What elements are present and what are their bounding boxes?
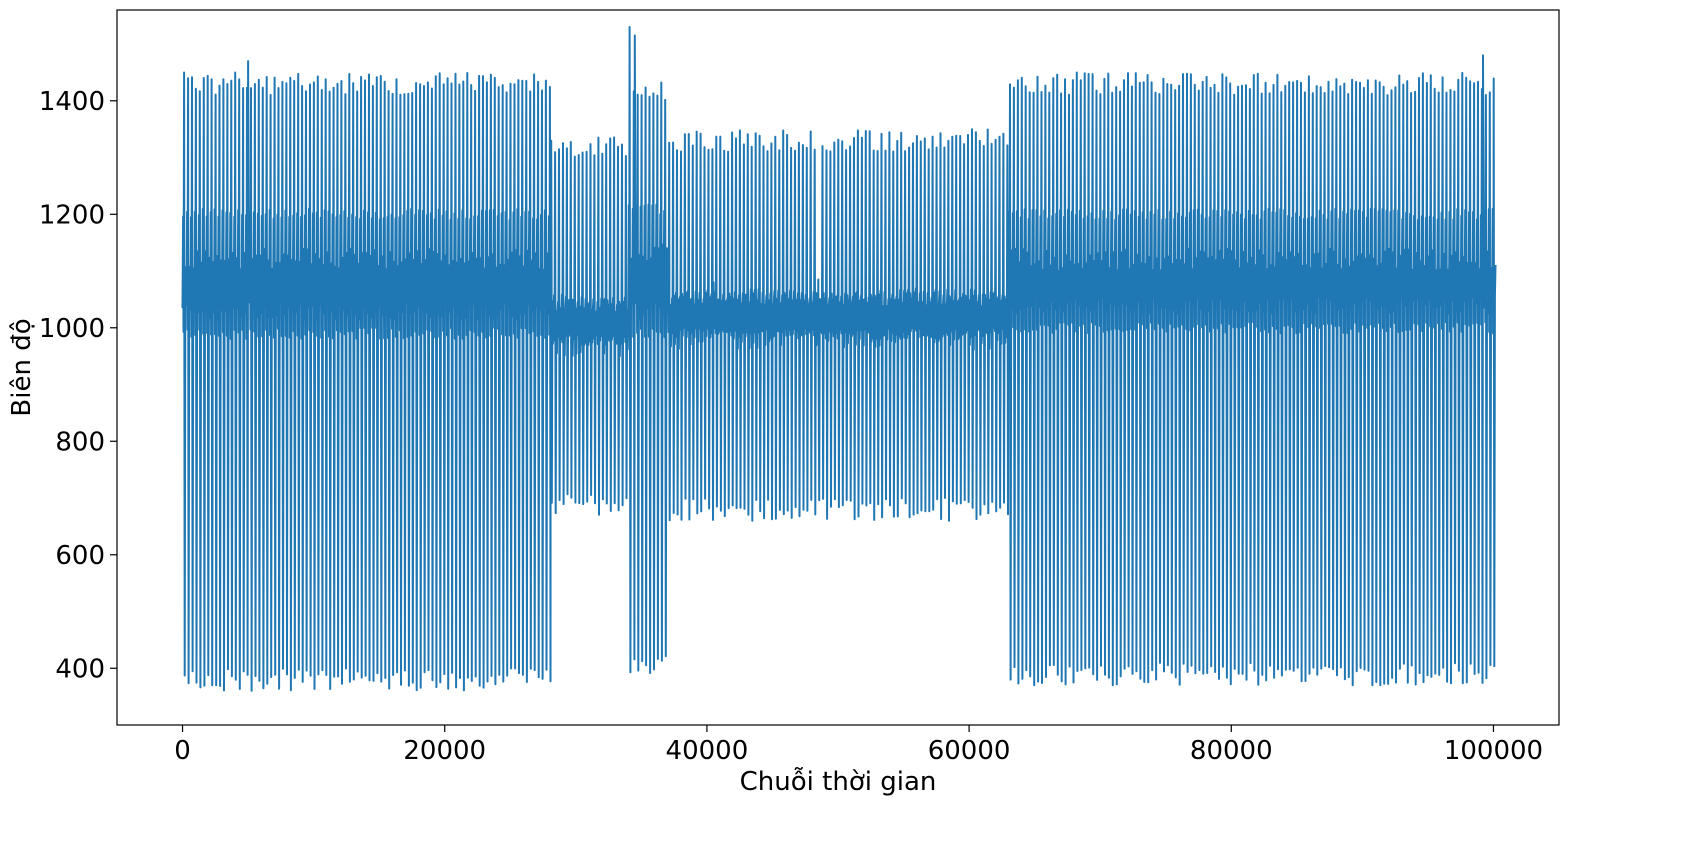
x-tick-label: 100000 [1444,736,1543,766]
y-tick-label: 1200 [39,200,105,230]
x-axis-ticks: 0 20000 40000 60000 80000 100000 [174,725,1543,766]
y-tick-label: 800 [55,427,105,457]
x-tick-label: 40000 [666,736,749,766]
y-tick-label: 1400 [39,87,105,117]
y-tick-label: 600 [55,541,105,571]
x-tick-label: 0 [174,736,191,766]
y-tick-label: 400 [55,654,105,684]
y-axis-label: Biên độ [7,318,37,416]
x-axis-label: Chuỗi thời gian [740,766,937,797]
axes-frame [116,9,1560,726]
x-tick-label: 80000 [1190,736,1273,766]
x-tick-label: 60000 [928,736,1011,766]
axes-frame-layer [116,9,1560,726]
y-tick-label: 1000 [39,314,105,344]
x-tick-label: 20000 [403,736,486,766]
series-layer [181,26,1497,692]
y-axis-ticks: 400 600 800 1000 1200 1400 [39,87,117,684]
series-line-0 [181,26,1497,692]
